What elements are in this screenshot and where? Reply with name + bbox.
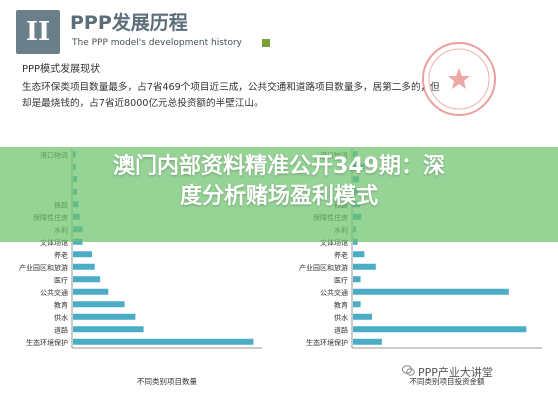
- bar-9: [73, 263, 95, 270]
- category-label-15: 生态环境保护: [306, 338, 348, 347]
- category-label-8: 养老: [54, 250, 68, 259]
- category-label-9: 产业园区和旅游: [19, 263, 68, 272]
- category-label-11: 公共交通: [320, 288, 348, 297]
- category-label-7: 文体场馆: [320, 238, 348, 247]
- category-label-14: 道路: [54, 325, 68, 334]
- seal-stamp-icon: [422, 42, 496, 116]
- section-number: II: [25, 17, 51, 47]
- page-subtitle: The PPP model's development history: [72, 38, 242, 48]
- overlay-line-1: 澳门内部资料精准公开349期：深: [113, 154, 445, 179]
- bar-11: [73, 288, 109, 295]
- bar-8: [353, 251, 365, 258]
- bar-12: [73, 301, 125, 308]
- bar-11: [353, 288, 509, 295]
- category-label-11: 公共交通: [40, 288, 68, 297]
- bar-10: [73, 276, 101, 283]
- bar-8: [73, 251, 92, 258]
- overlay-line-2: 度分析赌场盈利模式: [179, 184, 378, 209]
- overlay-banner: [0, 147, 558, 242]
- category-label-15: 生态环境保护: [26, 338, 68, 347]
- paragraph-line-2: 却是最烧钱的，占7省近8000亿元总投资额的半壁江山。: [22, 98, 264, 109]
- category-label-13: 供水: [334, 313, 348, 322]
- paragraph: 生态环保类项目数量最多，占7省469个项目近三成，公共交通和道路项目数量多，居第…: [22, 80, 532, 112]
- category-label-7: 文体场馆: [40, 238, 68, 247]
- category-label-12: 教育: [334, 300, 348, 309]
- bar-13: [73, 313, 136, 320]
- category-label-10: 医疗: [54, 275, 68, 284]
- category-label-14: 道路: [334, 325, 348, 334]
- bar-14: [353, 326, 527, 333]
- page-title: PPP发展历程: [70, 12, 188, 34]
- bar-10: [353, 276, 361, 283]
- category-label-10: 医疗: [334, 275, 348, 284]
- category-label-8: 养老: [334, 250, 348, 259]
- bar-13: [353, 313, 372, 320]
- section-number-block: II: [16, 10, 60, 54]
- x-axis-label: 不同类别项目数量: [137, 376, 197, 386]
- bar-14: [73, 326, 144, 333]
- category-label-13: 供水: [54, 313, 68, 322]
- category-label-12: 教育: [54, 300, 68, 309]
- paragraph-line-1: 生态环保类项目数量最多，占7省469个项目近三成，公共交通和道路项目数量多，居第…: [22, 82, 440, 93]
- bar-15: [353, 338, 382, 345]
- watermark-text: PPP产业大讲堂: [418, 366, 493, 379]
- chart-count: 港口物流铁路保障性住房水利文体场馆养老产业园区和旅游医疗公共交通教育供水道路生态…: [0, 140, 275, 395]
- category-label-9: 产业园区和旅游: [299, 263, 348, 272]
- wechat-icon: [402, 365, 415, 376]
- x-axis-label: 不同类别项目投资金额: [410, 376, 485, 386]
- bar-9: [353, 263, 376, 270]
- section-title: PPP模式发展现状: [22, 64, 101, 75]
- overlay-headline: 澳门内部资料精准公开349期：深 度分析赌场盈利模式: [0, 152, 558, 212]
- bar-15: [73, 338, 254, 345]
- accent-square: [262, 39, 270, 47]
- chart-count-svg: 港口物流铁路保障性住房水利文体场馆养老产业园区和旅游医疗公共交通教育供水道路生态…: [19, 148, 262, 386]
- bar-12: [353, 301, 361, 308]
